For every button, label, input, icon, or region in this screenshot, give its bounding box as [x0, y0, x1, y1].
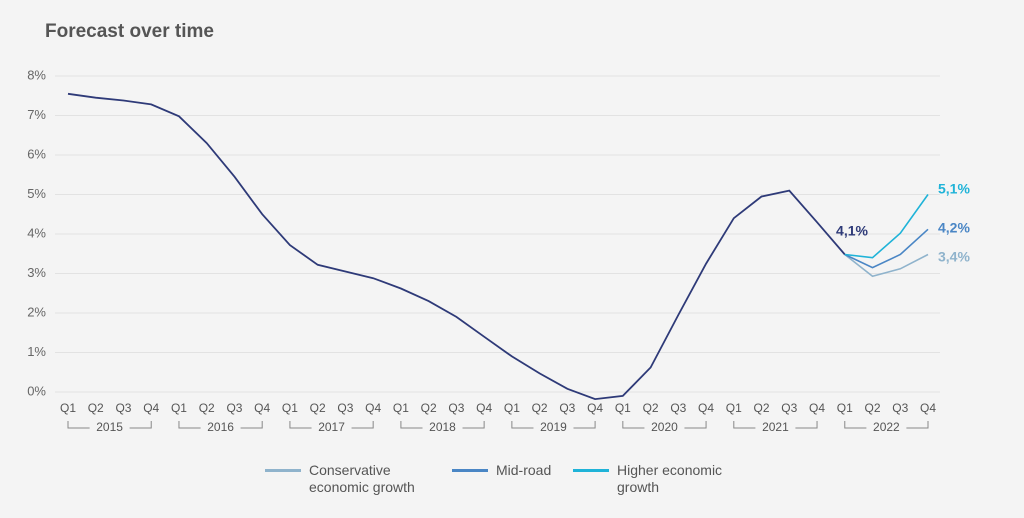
legend-swatch — [573, 469, 609, 472]
y-tick-label: 7% — [27, 107, 46, 122]
series-line — [844, 228, 929, 269]
legend-label: Higher economic growth — [617, 462, 723, 495]
legend-swatch — [265, 469, 301, 472]
year-label: 2020 — [651, 420, 678, 434]
y-tick-label: 0% — [27, 383, 46, 398]
x-tick-label: Q2 — [865, 401, 881, 415]
legend-item: Conservative economic growth — [265, 462, 435, 496]
annotation: 3,4% — [938, 249, 970, 265]
x-tick-label: Q1 — [60, 401, 76, 415]
year-label: 2016 — [207, 420, 234, 434]
x-tick-label: Q3 — [337, 401, 353, 415]
x-tick-label: Q3 — [448, 401, 464, 415]
x-tick-label: Q4 — [143, 401, 159, 415]
x-tick-label: Q2 — [643, 401, 659, 415]
y-tick-label: 1% — [27, 344, 46, 359]
legend-label: Mid-road — [496, 462, 552, 478]
x-tick-label: Q1 — [726, 401, 742, 415]
x-tick-label: Q3 — [559, 401, 575, 415]
x-tick-label: Q4 — [254, 401, 270, 415]
y-tick-label: 8% — [27, 67, 46, 82]
series-line — [844, 194, 929, 259]
x-tick-label: Q2 — [421, 401, 437, 415]
x-tick-label: Q4 — [365, 401, 381, 415]
x-tick-label: Q1 — [837, 401, 853, 415]
year-bracket — [67, 421, 152, 429]
legend-item: Higher economic growth — [573, 462, 743, 496]
legend-label: Conservative economic growth — [309, 462, 415, 495]
x-tick-label: Q2 — [88, 401, 104, 415]
y-tick-label: 3% — [27, 265, 46, 280]
annotation: 4,2% — [938, 220, 970, 236]
x-tick-label: Q2 — [199, 401, 215, 415]
legend-item: Mid-road — [452, 462, 552, 479]
x-tick-label: Q4 — [920, 401, 936, 415]
x-tick-label: Q3 — [670, 401, 686, 415]
x-tick-label: Q3 — [226, 401, 242, 415]
x-tick-label: Q3 — [892, 401, 908, 415]
series-line — [844, 253, 929, 278]
year-bracket — [178, 421, 263, 429]
year-bracket — [511, 421, 596, 429]
legend-swatch — [452, 469, 488, 472]
x-tick-label: Q1 — [393, 401, 409, 415]
year-bracket — [289, 421, 374, 429]
x-tick-label: Q2 — [310, 401, 326, 415]
x-tick-label: Q1 — [171, 401, 187, 415]
chart-title: Forecast over time — [45, 21, 214, 42]
x-tick-label: Q1 — [504, 401, 520, 415]
x-tick-label: Q1 — [615, 401, 631, 415]
year-bracket — [400, 421, 485, 429]
series-line — [67, 92, 846, 401]
x-tick-label: Q4 — [809, 401, 825, 415]
year-bracket — [622, 421, 707, 429]
year-label: 2021 — [762, 420, 789, 434]
annotation: 5,1% — [938, 181, 970, 197]
year-label: 2015 — [96, 420, 123, 434]
x-tick-label: Q1 — [282, 401, 298, 415]
x-tick-label: Q2 — [754, 401, 770, 415]
x-tick-label: Q3 — [115, 401, 131, 415]
year-label: 2018 — [429, 420, 456, 434]
annotation: 4,1% — [836, 223, 868, 239]
y-tick-label: 5% — [27, 186, 46, 201]
y-tick-label: 4% — [27, 225, 46, 240]
year-label: 2017 — [318, 420, 345, 434]
x-tick-label: Q4 — [587, 401, 603, 415]
x-tick-label: Q4 — [476, 401, 492, 415]
year-label: 2019 — [540, 420, 567, 434]
year-label: 2022 — [873, 420, 900, 434]
y-tick-label: 2% — [27, 304, 46, 319]
year-bracket — [844, 421, 929, 429]
year-bracket — [733, 421, 818, 429]
x-tick-label: Q4 — [698, 401, 714, 415]
x-tick-label: Q2 — [532, 401, 548, 415]
x-tick-label: Q3 — [781, 401, 797, 415]
y-tick-label: 6% — [27, 146, 46, 161]
